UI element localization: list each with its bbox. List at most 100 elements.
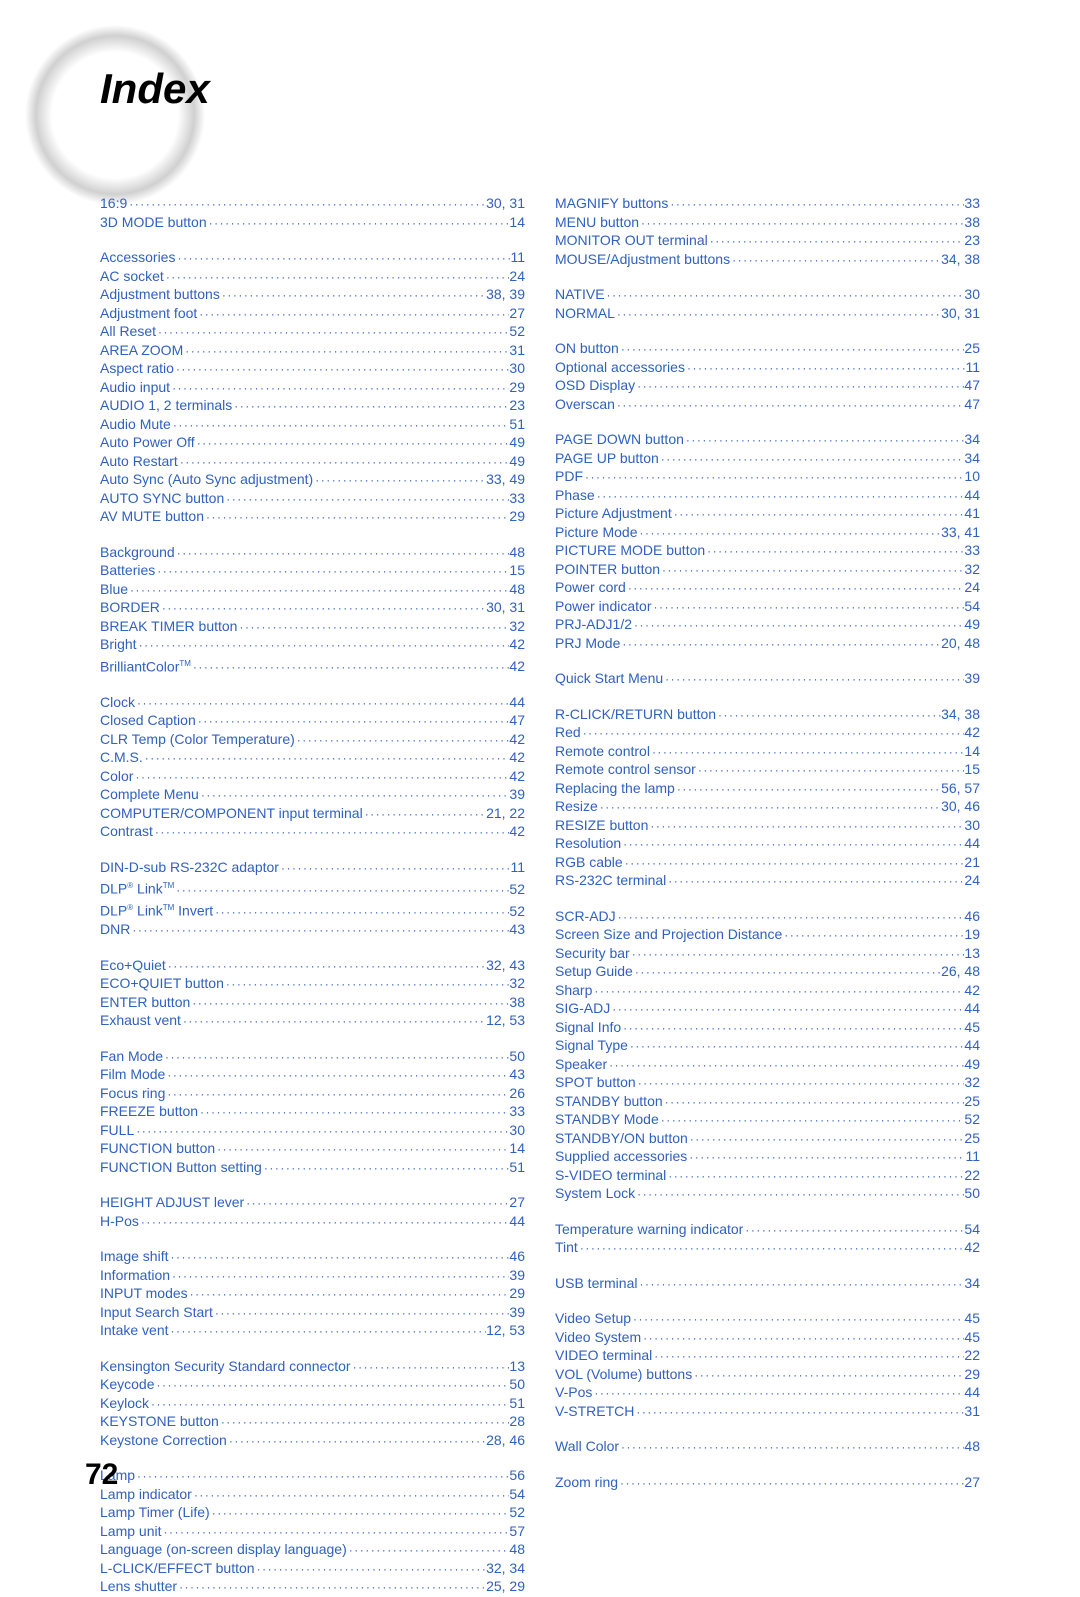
index-entry[interactable]: Adjustment buttons······················… xyxy=(100,286,525,305)
index-entry[interactable]: Background······························… xyxy=(100,544,525,563)
index-entry[interactable]: MONITOR OUT terminal····················… xyxy=(555,232,980,251)
index-entry[interactable]: DIN-D-sub RS-232C adaptor···············… xyxy=(100,859,525,878)
index-entry[interactable]: Keystone Correction·····················… xyxy=(100,1432,525,1451)
index-entry[interactable]: Video Setup·····························… xyxy=(555,1310,980,1329)
index-entry[interactable]: INPUT modes·····························… xyxy=(100,1285,525,1304)
index-entry[interactable]: Auto Restart····························… xyxy=(100,453,525,472)
index-entry[interactable]: Fan Mode································… xyxy=(100,1048,525,1067)
index-entry[interactable]: USB terminal····························… xyxy=(555,1275,980,1294)
index-entry[interactable]: Signal Info·····························… xyxy=(555,1019,980,1038)
index-entry[interactable]: Input Search Start······················… xyxy=(100,1304,525,1323)
index-entry[interactable]: FUNCTION button·························… xyxy=(100,1140,525,1159)
index-entry[interactable]: Keylock·································… xyxy=(100,1395,525,1414)
index-entry[interactable]: Security bar····························… xyxy=(555,945,980,964)
index-entry[interactable]: Audio input·····························… xyxy=(100,379,525,398)
index-entry[interactable]: S-VIDEO terminal························… xyxy=(555,1167,980,1186)
index-entry[interactable]: Picture Mode····························… xyxy=(555,524,980,543)
index-entry[interactable]: VOL (Volume) buttons····················… xyxy=(555,1366,980,1385)
index-entry[interactable]: Screen Size and Projection Distance·····… xyxy=(555,926,980,945)
index-entry[interactable]: RS-232C terminal························… xyxy=(555,872,980,891)
index-entry[interactable]: AREA ZOOM·······························… xyxy=(100,342,525,361)
index-entry[interactable]: MENU button·····························… xyxy=(555,214,980,233)
index-entry[interactable]: STANDBY button··························… xyxy=(555,1093,980,1112)
index-entry[interactable]: Optional accessories····················… xyxy=(555,359,980,378)
index-entry[interactable]: Accessories·····························… xyxy=(100,249,525,268)
index-entry[interactable]: Remote control··························… xyxy=(555,743,980,762)
index-entry[interactable]: Aspect ratio····························… xyxy=(100,360,525,379)
index-entry[interactable]: Tint····································… xyxy=(555,1239,980,1258)
index-entry[interactable]: Lamp indicator··························… xyxy=(100,1486,525,1505)
index-entry[interactable]: Lamp····································… xyxy=(100,1467,525,1486)
index-entry[interactable]: Temperature warning indicator···········… xyxy=(555,1221,980,1240)
index-entry[interactable]: AUDIO 1, 2 terminals····················… xyxy=(100,397,525,416)
index-entry[interactable]: Color···································… xyxy=(100,768,525,787)
index-entry[interactable]: C.M.S.··································… xyxy=(100,749,525,768)
index-entry[interactable]: Auto Power Off··························… xyxy=(100,434,525,453)
index-entry[interactable]: ON button·······························… xyxy=(555,340,980,359)
index-entry[interactable]: BREAK TIMER button······················… xyxy=(100,618,525,637)
index-entry[interactable]: Eco+Quiet·······························… xyxy=(100,957,525,976)
index-entry[interactable]: DLP® LinkTM Invert······················… xyxy=(100,899,525,921)
index-entry[interactable]: Complete Menu···························… xyxy=(100,786,525,805)
index-entry[interactable]: KEYSTONE button·························… xyxy=(100,1413,525,1432)
index-entry[interactable]: Power cord······························… xyxy=(555,579,980,598)
index-entry[interactable]: Lamp unit·······························… xyxy=(100,1523,525,1542)
index-entry[interactable]: POINTER button··························… xyxy=(555,561,980,580)
index-entry[interactable]: DNR·····································… xyxy=(100,921,525,940)
index-entry[interactable]: PDF·····································… xyxy=(555,468,980,487)
index-entry[interactable]: STANDBY/ON button·······················… xyxy=(555,1130,980,1149)
index-entry[interactable]: NATIVE··································… xyxy=(555,286,980,305)
index-entry[interactable]: PRJ Mode································… xyxy=(555,635,980,654)
index-entry[interactable]: Lamp Timer (Life)·······················… xyxy=(100,1504,525,1523)
index-entry[interactable]: SCR-ADJ·································… xyxy=(555,908,980,927)
index-entry[interactable]: FUNCTION Button setting·················… xyxy=(100,1159,525,1178)
index-entry[interactable]: Exhaust vent····························… xyxy=(100,1012,525,1031)
index-entry[interactable]: V-Pos···································… xyxy=(555,1384,980,1403)
index-entry[interactable]: Remote control sensor···················… xyxy=(555,761,980,780)
index-entry[interactable]: DLP® LinkTM·····························… xyxy=(100,877,525,899)
index-entry[interactable]: FREEZE button···························… xyxy=(100,1103,525,1122)
index-entry[interactable]: V-STRETCH·······························… xyxy=(555,1403,980,1422)
index-entry[interactable]: FULL····································… xyxy=(100,1122,525,1141)
index-entry[interactable]: L-CLICK/EFFECT button···················… xyxy=(100,1560,525,1579)
index-entry[interactable]: Blue····································… xyxy=(100,581,525,600)
index-entry[interactable]: Replacing the lamp······················… xyxy=(555,780,980,799)
index-entry[interactable]: Lens shutter····························… xyxy=(100,1578,525,1597)
index-entry[interactable]: Quick Start Menu························… xyxy=(555,670,980,689)
index-entry[interactable]: Bright··································… xyxy=(100,636,525,655)
index-entry[interactable]: Adjustment foot·························… xyxy=(100,305,525,324)
index-entry[interactable]: Phase···································… xyxy=(555,487,980,506)
index-entry[interactable]: OSD Display·····························… xyxy=(555,377,980,396)
index-entry[interactable]: System Lock·····························… xyxy=(555,1185,980,1204)
index-entry[interactable]: CLR Temp (Color Temperature)············… xyxy=(100,731,525,750)
index-entry[interactable]: Power indicator·························… xyxy=(555,598,980,617)
index-entry[interactable]: PRJ-ADJ1/2······························… xyxy=(555,616,980,635)
index-entry[interactable]: MAGNIFY buttons·························… xyxy=(555,195,980,214)
index-entry[interactable]: AUTO SYNC button························… xyxy=(100,490,525,509)
index-entry[interactable]: Image shift·····························… xyxy=(100,1248,525,1267)
index-entry[interactable]: RESIZE button···························… xyxy=(555,817,980,836)
index-entry[interactable]: NORMAL··································… xyxy=(555,305,980,324)
index-entry[interactable]: SPOT button·····························… xyxy=(555,1074,980,1093)
index-entry[interactable]: Resolution······························… xyxy=(555,835,980,854)
index-entry[interactable]: Film Mode·······························… xyxy=(100,1066,525,1085)
index-entry[interactable]: Closed Caption··························… xyxy=(100,712,525,731)
index-entry[interactable]: Setup Guide·····························… xyxy=(555,963,980,982)
index-entry[interactable]: BrilliantColorTM························… xyxy=(100,655,525,677)
index-entry[interactable]: Wall Color······························… xyxy=(555,1438,980,1457)
index-entry[interactable]: Intake vent·····························… xyxy=(100,1322,525,1341)
index-entry[interactable]: PAGE UP button··························… xyxy=(555,450,980,469)
index-entry[interactable]: Clock···································… xyxy=(100,694,525,713)
index-entry[interactable]: Language (on-screen display language)···… xyxy=(100,1541,525,1560)
index-entry[interactable]: SIG-ADJ·································… xyxy=(555,1000,980,1019)
index-entry[interactable]: HEIGHT ADJUST lever·····················… xyxy=(100,1194,525,1213)
index-entry[interactable]: Resize··································… xyxy=(555,798,980,817)
index-entry[interactable]: Auto Sync (Auto Sync adjustment)········… xyxy=(100,471,525,490)
index-entry[interactable]: PICTURE MODE button·····················… xyxy=(555,542,980,561)
index-entry[interactable]: Video System····························… xyxy=(555,1329,980,1348)
index-entry[interactable]: Focus ring······························… xyxy=(100,1085,525,1104)
index-entry[interactable]: All Reset·······························… xyxy=(100,323,525,342)
index-entry[interactable]: BORDER··································… xyxy=(100,599,525,618)
index-entry[interactable]: COMPUTER/COMPONENT input terminal·······… xyxy=(100,805,525,824)
index-entry[interactable]: RGB cable·······························… xyxy=(555,854,980,873)
